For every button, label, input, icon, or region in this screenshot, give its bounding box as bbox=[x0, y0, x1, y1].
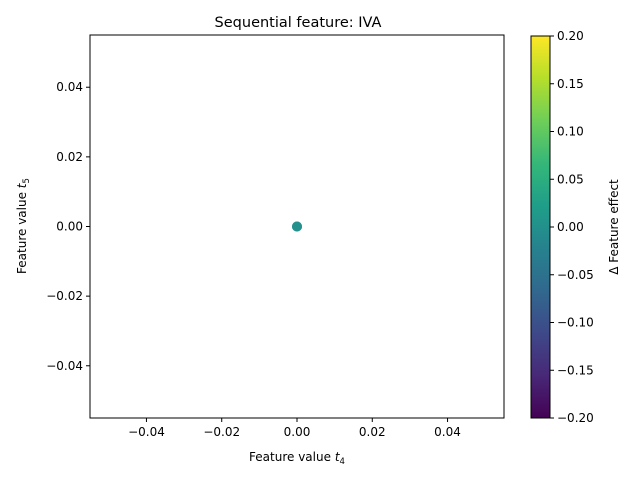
colorbar-tick-label: −0.05 bbox=[557, 268, 594, 282]
y-tick-label: −0.04 bbox=[46, 359, 83, 373]
x-tick-label: 0.04 bbox=[434, 425, 461, 439]
y-axis-label: Feature value t5 bbox=[15, 178, 32, 274]
y-tick-label: −0.02 bbox=[46, 289, 83, 303]
points-layer bbox=[292, 221, 302, 232]
colorbar-tick-label: 0.20 bbox=[557, 29, 584, 43]
x-tick-label: −0.04 bbox=[128, 425, 165, 439]
y-tick-label: 0.02 bbox=[56, 150, 83, 164]
y-tick-label: 0.00 bbox=[56, 220, 83, 234]
colorbar: −0.20 −0.15 −0.10 −0.05 0.00 0.05 0.10 0.15 0.20 bbox=[530, 29, 594, 425]
colorbar-tick-label: 0.00 bbox=[557, 220, 584, 234]
x-axis-ticks: −0.04 −0.02 0.00 0.02 0.04 bbox=[128, 418, 461, 439]
data-point bbox=[292, 221, 302, 232]
colorbar-gradient bbox=[531, 36, 550, 418]
x-axis-label: Feature value t4 bbox=[249, 450, 345, 467]
y-axis-ticks: −0.04 −0.02 0.00 0.02 0.04 bbox=[46, 80, 90, 373]
colorbar-tick-label: 0.05 bbox=[557, 172, 584, 186]
y-tick-label: 0.04 bbox=[56, 80, 83, 94]
colorbar-tick-label: −0.20 bbox=[557, 411, 594, 425]
plot-area: −0.04 −0.02 0.00 0.02 0.04 −0.04 −0.02 0.00 0.0… bbox=[46, 34, 505, 439]
colorbar-tick-label: 0.10 bbox=[557, 125, 584, 139]
colorbar-ticks: −0.20 −0.15 −0.10 −0.05 0.00 0.05 0.10 0.15 0.20 bbox=[550, 29, 594, 425]
x-tick-label: 0.00 bbox=[284, 425, 311, 439]
colorbar-label: Δ Feature effect bbox=[607, 179, 621, 275]
colorbar-tick-label: −0.15 bbox=[557, 363, 594, 377]
colorbar-tick-label: −0.10 bbox=[557, 316, 594, 330]
colorbar-tick-label: 0.15 bbox=[557, 77, 584, 91]
x-tick-label: 0.02 bbox=[359, 425, 386, 439]
x-tick-label: −0.02 bbox=[203, 425, 240, 439]
chart-title: Sequential feature: IVA bbox=[215, 15, 382, 31]
